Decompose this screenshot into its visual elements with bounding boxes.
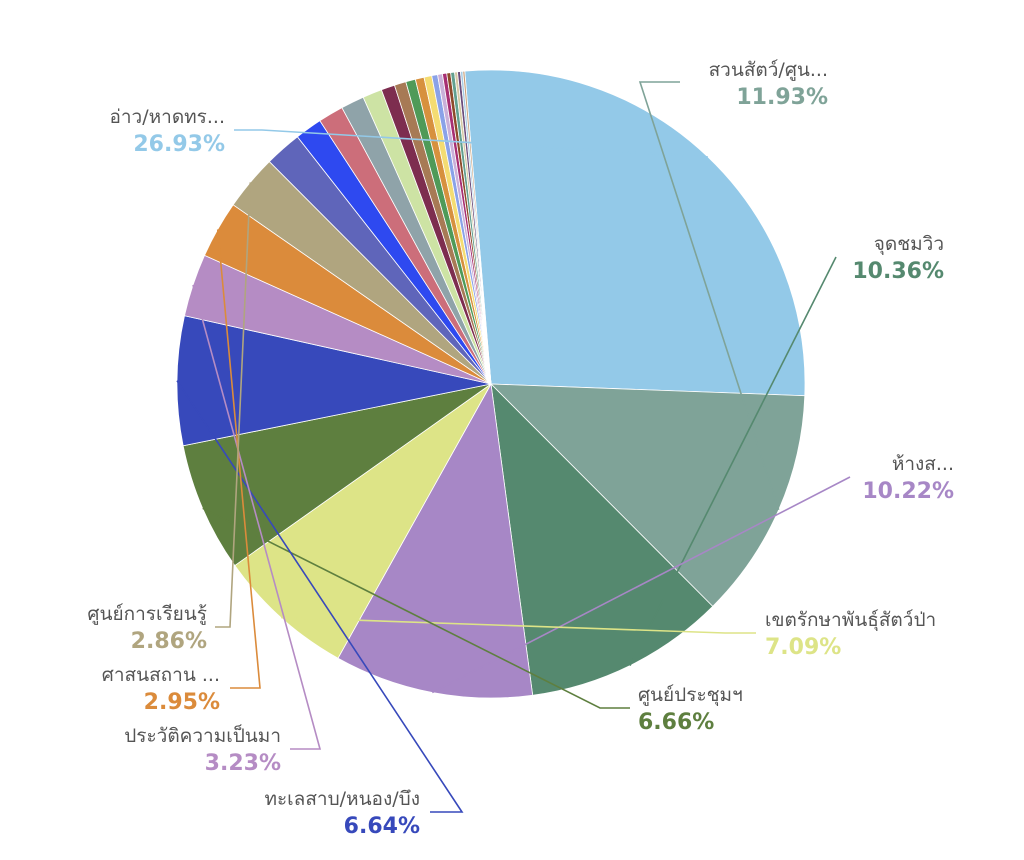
slice-percent-1: 11.93%	[736, 85, 828, 110]
slice-percent-3: 10.22%	[862, 479, 954, 504]
slice-label-8: ศาสนสถาน ...	[102, 664, 220, 686]
pie-slice-minor-18	[462, 70, 492, 385]
slice-label-6: ทะเลสาบ/หนอง/บึง	[264, 788, 420, 810]
leader-line-2	[629, 256, 837, 666]
leader-line-6	[176, 380, 464, 813]
slice-label-9: ศูนย์การเรียนรู้	[87, 603, 207, 625]
slice-percent-7: 3.23%	[205, 751, 281, 776]
slice-percent-5: 6.66%	[638, 710, 714, 735]
slice-percent-9: 2.86%	[131, 629, 207, 654]
pie-slice-0	[464, 69, 806, 397]
slice-percent-2: 10.36%	[852, 259, 944, 284]
slice-percent-6: 6.64%	[344, 814, 420, 839]
slice-percent-4: 7.09%	[765, 635, 841, 660]
slice-percent-8: 2.95%	[144, 690, 220, 715]
slice-percent-0: 26.93%	[133, 132, 225, 157]
slice-label-7: ประวัติความเป็นมา	[124, 723, 281, 747]
leader-line-5	[202, 507, 630, 709]
leader-line-1	[638, 81, 780, 511]
slice-label-4: เขตรักษาพันธุ์สัตว์ป่า	[765, 609, 936, 632]
slice-label-2: จุดชมวิว	[874, 233, 944, 256]
leader-line-9	[215, 182, 252, 628]
slice-label-1: สวนสัตว์/ศูน...	[709, 59, 828, 81]
leader-line-3	[431, 476, 851, 694]
slice-labels: อ่าว/หาดทร... 26.93% สวนสัตว์/ศูน... 11.93%…	[87, 59, 954, 839]
pie-slices	[176, 69, 806, 699]
leader-line-0	[234, 129, 708, 158]
leader-line-7	[192, 284, 322, 750]
slice-label-5: ศูนย์ประชุมฯ	[638, 684, 743, 707]
slice-label-3: ห้างส...	[892, 453, 954, 475]
slice-label-0: อ่าว/หาดทร...	[109, 106, 225, 128]
leader-line-8	[216, 229, 261, 689]
